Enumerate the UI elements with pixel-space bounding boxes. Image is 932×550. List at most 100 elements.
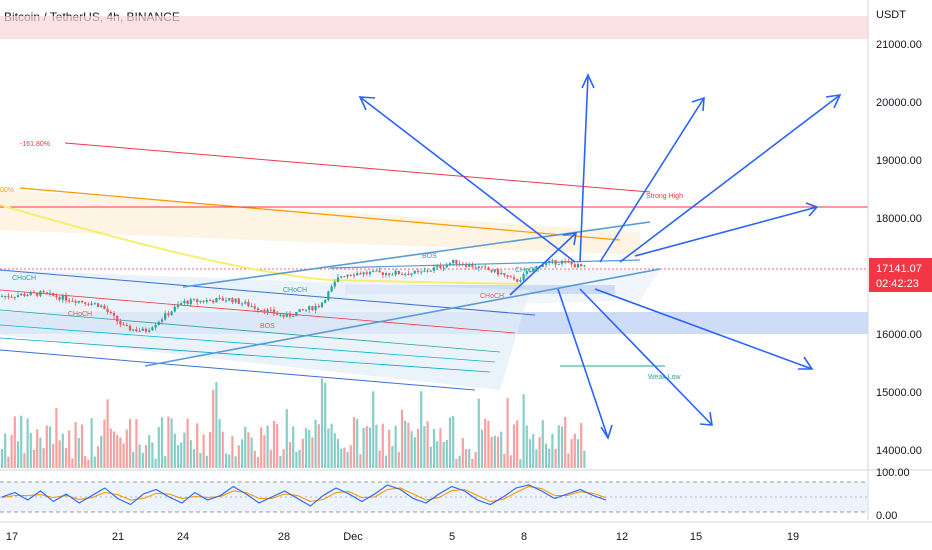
choch-label-3: CHoCH <box>283 287 307 294</box>
candle-body <box>148 330 151 332</box>
time-tick-label: 15 <box>690 531 702 543</box>
volume-bar <box>468 448 471 468</box>
candle-body <box>493 269 496 272</box>
volume-bar <box>125 429 128 468</box>
volume-bar <box>544 443 548 468</box>
stoch-scale: 100.00 0.00 <box>876 467 910 522</box>
volume-bar <box>42 448 45 468</box>
volume-bar <box>58 440 61 468</box>
currency-label: USDT <box>876 9 906 21</box>
candle-body <box>282 314 285 317</box>
candle-body <box>71 300 74 302</box>
candle-body <box>151 327 154 331</box>
candle-body <box>304 309 308 311</box>
volume-bar <box>144 445 148 468</box>
volume-bar <box>317 424 320 468</box>
volume-bar <box>538 437 541 468</box>
candle-body <box>55 295 58 298</box>
candle-body <box>135 329 138 332</box>
volume-bar <box>455 458 458 468</box>
candle-body <box>301 309 304 311</box>
volume-bar <box>548 448 551 468</box>
fib-161-label: -161.80% <box>20 141 50 148</box>
volume-bar <box>580 423 583 468</box>
volume-bar <box>71 458 74 468</box>
candle-body <box>132 329 135 331</box>
volume-bar <box>557 425 560 468</box>
candle-body <box>263 310 266 313</box>
candle-body <box>269 309 272 311</box>
volume-bar <box>93 456 96 468</box>
volume-bar <box>349 445 352 468</box>
candle-body <box>16 295 20 297</box>
arrow-up-far-right <box>619 94 841 263</box>
candle-body <box>471 264 474 268</box>
candle-body <box>48 292 52 294</box>
fib-161-line <box>64 142 651 193</box>
candle-body <box>122 324 125 326</box>
candle-body <box>426 270 429 272</box>
volume-bar <box>519 459 522 468</box>
time-axis[interactable]: 17 21 24 28 Dec 5 8 12 15 19 <box>6 531 799 543</box>
volume-bar <box>272 420 276 468</box>
price-tick-label: 15000.00 <box>876 387 922 399</box>
candle-body <box>266 309 269 313</box>
volume-bar <box>196 423 199 468</box>
candle-body <box>474 267 477 269</box>
volume-bar <box>375 424 378 468</box>
price-scale[interactable]: 21000.0020000.0019000.0018000.0017000.00… <box>876 39 922 457</box>
candle-body <box>461 263 464 265</box>
stoch-k-line <box>1 484 607 507</box>
volume-bar <box>314 419 317 468</box>
arrow-up-far-right-head <box>825 94 842 109</box>
volume-bar <box>340 448 343 468</box>
volume-bar <box>356 419 359 468</box>
candle-body <box>429 270 432 272</box>
volume-bar <box>480 429 484 468</box>
candle-body <box>522 273 525 280</box>
candle-body <box>295 312 298 317</box>
candle-body <box>90 303 93 305</box>
candle-body <box>167 313 170 316</box>
channel-mid-red <box>0 289 516 334</box>
candle-body <box>279 314 282 316</box>
volume-bar <box>343 447 346 468</box>
candle-body <box>74 301 77 303</box>
volume-bar <box>448 417 452 468</box>
candle-body <box>0 296 4 298</box>
channel-mid-teal <box>0 337 491 373</box>
candle-body <box>509 276 512 278</box>
volume-bar <box>410 431 413 468</box>
volume-bar <box>442 441 445 468</box>
volume-bar <box>183 432 186 468</box>
rising-channel-fill <box>330 268 660 310</box>
price-tick-label: 18000.00 <box>876 213 922 225</box>
volume-bar <box>388 429 391 468</box>
candle-body <box>388 273 391 275</box>
candle-body <box>362 272 365 275</box>
volume-bar <box>228 454 231 468</box>
candle-body <box>528 271 532 273</box>
volume-bar <box>311 437 314 468</box>
volume-bar <box>151 442 154 468</box>
candle-body <box>490 269 493 272</box>
volume-bar <box>288 442 292 468</box>
candle-body <box>23 293 26 296</box>
candle-body <box>503 273 506 276</box>
time-tick-label: 24 <box>177 531 189 543</box>
volume-bar <box>176 444 180 468</box>
volume-bar <box>583 450 586 468</box>
falling-channel-bottom <box>0 349 476 391</box>
candle-body <box>391 274 394 276</box>
volume-bar <box>541 420 544 468</box>
volume-bar <box>416 428 420 468</box>
volume-bar <box>564 416 567 468</box>
volume-bar <box>160 417 164 468</box>
candle-body <box>404 273 407 275</box>
choch-label-1: CHoCH <box>12 275 36 282</box>
volume-bar <box>372 391 375 468</box>
volume-bar <box>362 427 365 468</box>
volume-bar <box>48 426 52 468</box>
volume-bar <box>186 418 189 468</box>
